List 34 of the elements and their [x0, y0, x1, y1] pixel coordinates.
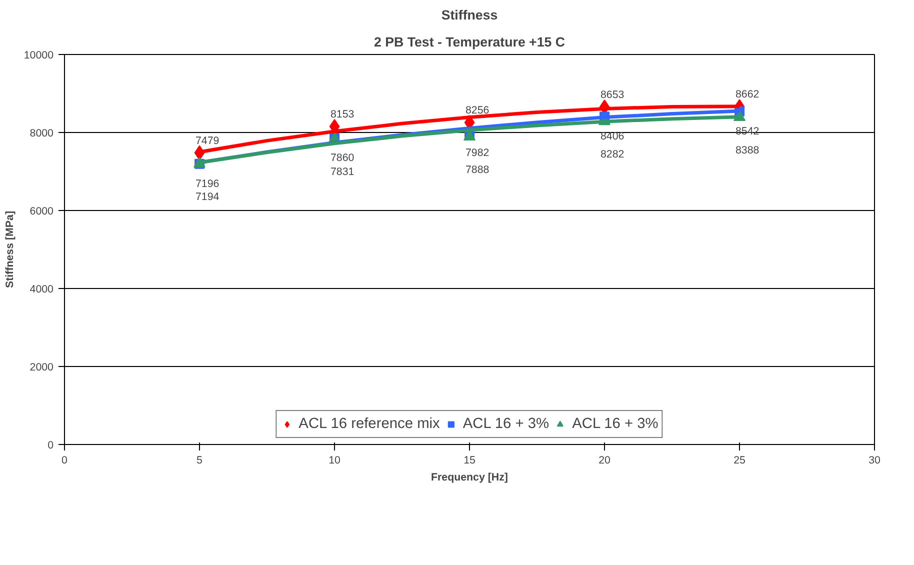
chart-title: Stiffness: [441, 8, 498, 22]
y-tick-label: 0: [48, 440, 54, 452]
chart-subtitle: 2 PB Test - Temperature +15 C: [374, 34, 566, 50]
data-label: 7982: [466, 147, 490, 160]
x-tick-label: 15: [464, 454, 476, 466]
data-label: 8256: [466, 104, 490, 117]
data-label: 8406: [600, 130, 624, 143]
x-tick-label: 20: [598, 454, 610, 466]
y-tick-label: 8000: [30, 128, 54, 140]
x-tick-label: 25: [734, 454, 746, 466]
y-tick-label: 4000: [30, 284, 54, 296]
data-label: 7831: [330, 166, 354, 178]
data-label: 8662: [736, 88, 760, 101]
data-label: 7888: [466, 164, 490, 176]
legend-label: ACL 16 + 3%: [572, 416, 658, 432]
y-tick-label: 10000: [24, 50, 54, 62]
x-tick-label: 5: [196, 454, 203, 466]
legend-label: ACL 16 + 3%: [462, 416, 550, 432]
data-label: 8153: [330, 108, 354, 121]
x-tick-label: 30: [868, 454, 880, 466]
data-label: 8653: [600, 89, 624, 102]
data-label: 8282: [600, 148, 624, 160]
data-label: 7860: [330, 152, 354, 164]
legend-label: ACL 16 reference mix: [298, 416, 440, 432]
x-tick-label: 0: [62, 454, 68, 466]
y-axis-title: Stiffness [MPa]: [4, 211, 16, 288]
y-tick-label: 6000: [30, 206, 54, 218]
data-label: 7479: [196, 134, 220, 147]
x-tick-label: 10: [328, 454, 340, 466]
data-label: 7196: [196, 178, 220, 190]
data-label: 8388: [736, 144, 760, 156]
y-tick-label: 2000: [30, 362, 54, 374]
x-axis-title: Frequency [Hz]: [431, 472, 508, 484]
data-label: 7194: [196, 190, 220, 203]
